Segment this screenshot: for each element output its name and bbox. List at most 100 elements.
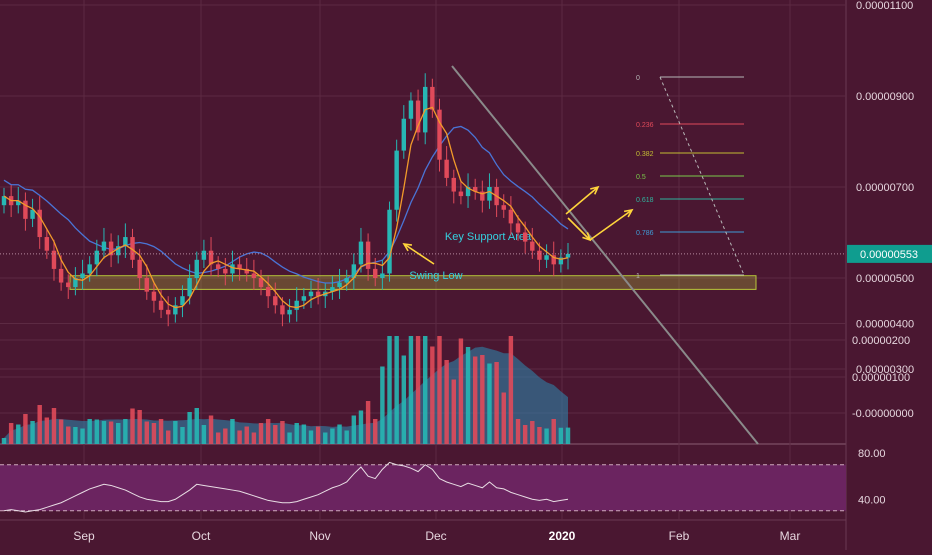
volume-tick-label: -0.00000000 <box>852 408 914 420</box>
volume-bar <box>244 426 249 444</box>
volume-bar <box>501 392 506 444</box>
arrow-up-long <box>589 209 633 241</box>
candle-body <box>351 264 357 278</box>
volume-bar <box>487 363 492 444</box>
candle-body <box>530 241 535 251</box>
volume-tick-label: 0.00000200 <box>852 335 910 347</box>
volume-bar <box>530 421 535 444</box>
volume-bar <box>165 430 171 444</box>
fib-level-label: 0.5 <box>636 174 646 181</box>
descending-trendline <box>451 65 759 445</box>
candle-body <box>151 291 157 301</box>
volume-bar <box>158 419 164 444</box>
candle-body <box>144 278 149 292</box>
volume-bar <box>387 336 392 444</box>
candle-body <box>487 187 492 201</box>
volume-bar <box>194 408 199 444</box>
candle-body <box>108 241 114 256</box>
swing-low-arrow <box>403 243 435 265</box>
arrow-up-long-head <box>623 208 634 218</box>
volume-bar <box>237 430 242 444</box>
candle-body <box>537 250 542 260</box>
candle-body <box>87 264 92 274</box>
rsi-tick-label: 40.00 <box>858 494 886 506</box>
time-tick-label: Dec <box>425 529 446 543</box>
volume-bar <box>73 427 78 444</box>
candle-body <box>273 296 278 306</box>
volume-bar <box>323 432 328 444</box>
volume-bar <box>558 427 564 444</box>
candle-body <box>1 196 7 206</box>
candle-body <box>387 209 392 274</box>
volume-bar <box>565 427 571 444</box>
candle-body <box>73 278 78 288</box>
volume-bar <box>8 423 14 444</box>
candle-body <box>66 282 71 288</box>
candle-body <box>237 264 242 269</box>
volume-bar <box>37 405 42 444</box>
volume-bar <box>44 417 50 444</box>
volume-bar <box>101 421 107 444</box>
candle-body <box>30 209 35 219</box>
candle-body <box>444 159 449 178</box>
volume-bar <box>108 421 114 444</box>
moving-average-slow <box>3 125 569 284</box>
volume-bar <box>287 432 292 444</box>
fib-level-label: 0.618 <box>636 197 654 204</box>
volume-bar <box>94 419 100 444</box>
moving-average-fast <box>3 106 569 309</box>
candle-body <box>244 268 249 274</box>
candle-body <box>380 273 385 278</box>
volume-bar <box>480 355 485 444</box>
candle-body <box>465 187 471 197</box>
candle-body <box>472 187 478 192</box>
candle-body <box>208 250 214 265</box>
volume-bar <box>401 355 407 444</box>
volume-bar <box>130 408 135 444</box>
volume-bar <box>315 426 321 444</box>
candle-body <box>44 237 50 251</box>
candle-body <box>451 177 456 192</box>
volume-bar <box>451 379 456 444</box>
time-tick-label: Sep <box>73 529 95 543</box>
candle-body <box>280 305 285 315</box>
volume-bar <box>437 336 442 444</box>
arrow-down <box>567 217 591 241</box>
swing-low-label: Swing Low <box>409 270 462 282</box>
arrow-up-short <box>565 186 599 215</box>
volume-bar <box>123 419 128 444</box>
time-tick-label: Mar <box>780 529 801 543</box>
volume-bar <box>1 438 7 444</box>
volume-bar <box>351 415 357 444</box>
candle-body <box>565 253 571 258</box>
candle-body <box>401 118 407 151</box>
volume-tick-label: 0.00000100 <box>852 372 910 384</box>
volume-bar <box>444 360 449 444</box>
volume-bar <box>472 356 478 444</box>
volume-bar <box>215 432 221 444</box>
volume-bar <box>180 427 185 444</box>
volume-bar <box>415 336 421 444</box>
candle-body <box>194 259 199 278</box>
price-tick-label: 0.00001100 <box>856 0 913 12</box>
volume-bar <box>173 421 178 444</box>
candle-body <box>480 191 485 201</box>
candle-body <box>408 100 414 119</box>
rsi-line <box>3 461 569 513</box>
rsi-tick-label: 80.00 <box>858 448 886 460</box>
candle-body <box>101 241 107 251</box>
candle-body <box>16 200 21 206</box>
price-tick-label: 0.00000700 <box>856 182 914 194</box>
candle-body <box>94 250 100 265</box>
volume-bar <box>273 425 278 444</box>
current-price-label: 0.00000553 <box>860 249 918 261</box>
volume-bar <box>294 423 299 444</box>
candle-body <box>508 209 514 224</box>
volume-bar <box>537 427 542 444</box>
volume-bar <box>265 419 271 444</box>
candle-body <box>215 264 221 269</box>
candle-body <box>294 300 299 310</box>
volume-bar <box>308 430 314 444</box>
candle-body <box>116 246 121 256</box>
